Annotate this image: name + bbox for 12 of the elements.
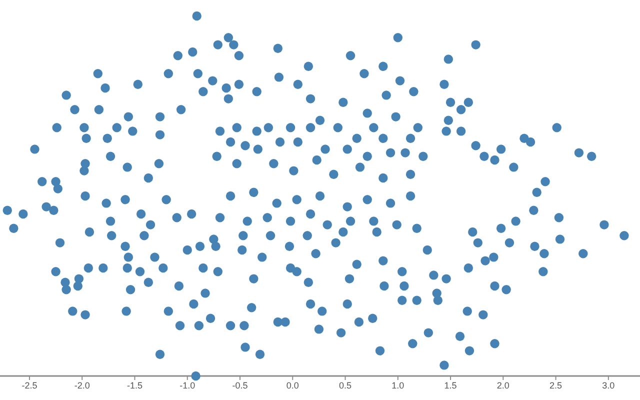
x-tick-label: 2.0	[496, 380, 510, 390]
x-tick-label: -1.5	[126, 380, 142, 390]
x-tick-label: 1.0	[392, 380, 404, 390]
x-tick-label: 2.5	[550, 380, 562, 390]
x-tick-label: -1.0	[180, 380, 196, 390]
x-tick-label: -2.0	[74, 380, 90, 390]
x-tick-label: 0.5	[339, 380, 352, 390]
x-tick-label: 0.0	[286, 380, 299, 390]
x-tick-label: 1.5	[444, 380, 457, 390]
x-tick-label: -0.5	[232, 380, 248, 390]
x-tick-label: -2.5	[22, 380, 38, 390]
x-tick-label: 3.0	[602, 380, 615, 390]
